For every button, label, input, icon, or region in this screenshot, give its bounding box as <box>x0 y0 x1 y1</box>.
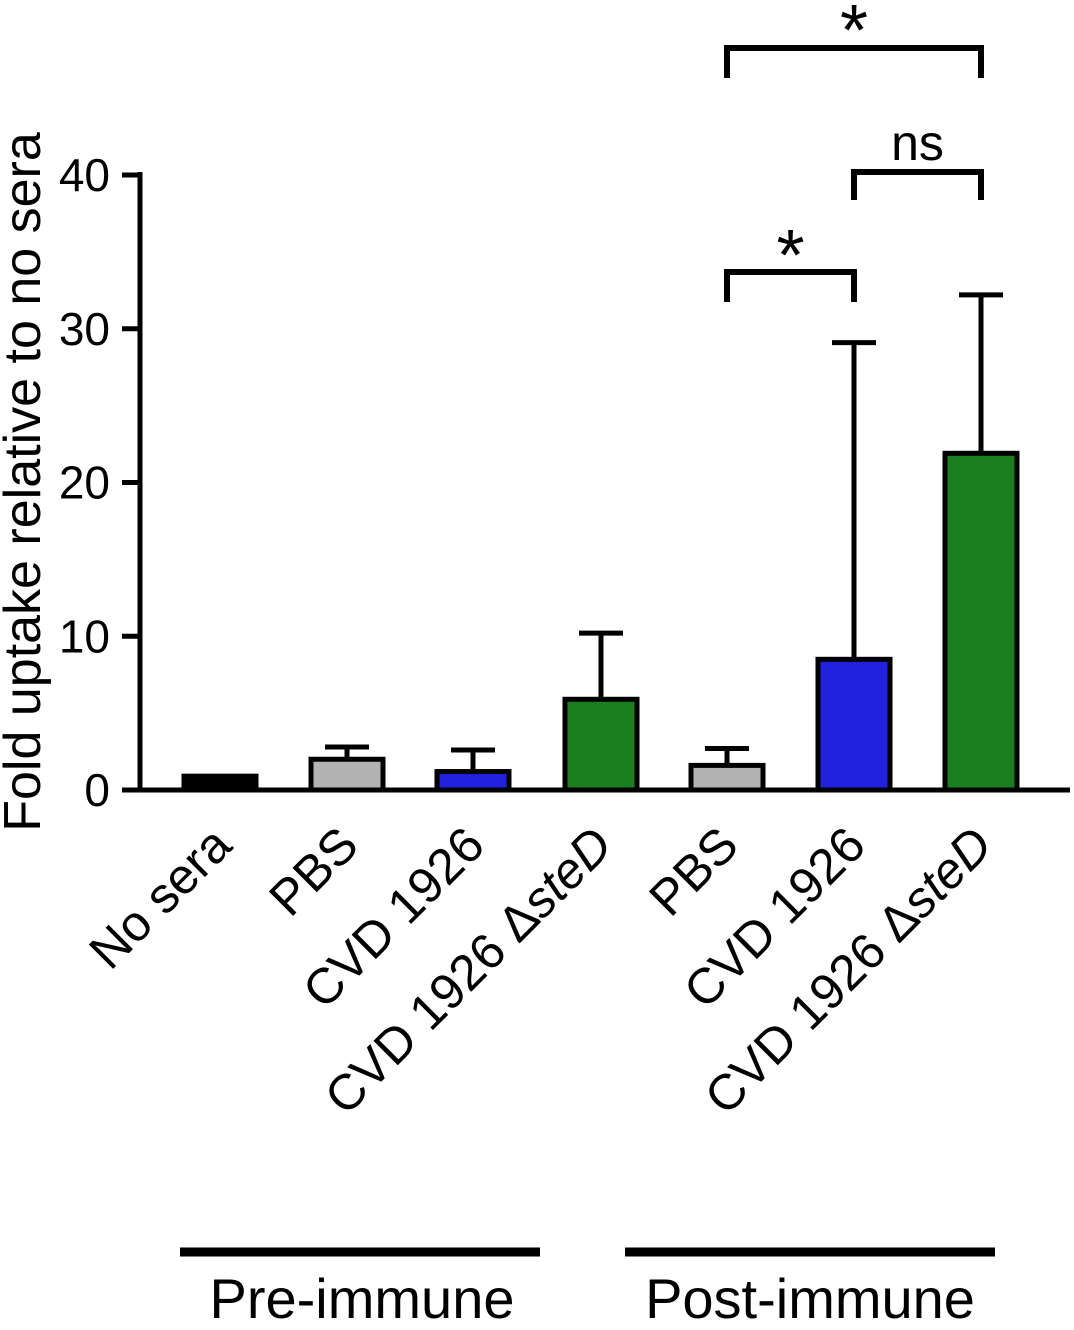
bar <box>688 762 766 793</box>
bar <box>181 773 259 793</box>
y-tick-label: 0 <box>84 764 110 816</box>
x-tick-label: PBS <box>638 816 748 926</box>
x-tick-label: PBS <box>258 816 368 926</box>
y-tick-label: 40 <box>59 149 110 201</box>
bar <box>562 696 640 793</box>
y-axis-title: Fold uptake relative to no sera <box>0 132 52 832</box>
significance-bracket <box>851 169 984 200</box>
group-label: Pre-immune <box>210 1267 515 1330</box>
significance-bracket <box>724 269 857 302</box>
group-label: Post-immune <box>645 1267 975 1330</box>
bar <box>434 769 512 793</box>
x-tick-label: No sera <box>78 816 242 980</box>
bar <box>942 450 1020 793</box>
y-tick-label: 20 <box>59 457 110 509</box>
bar <box>308 756 386 793</box>
significance-label: ns <box>891 115 944 171</box>
significance-label: * <box>776 216 804 296</box>
y-tick-label: 30 <box>59 303 110 355</box>
y-tick-label: 10 <box>59 610 110 662</box>
bar <box>815 656 893 793</box>
significance-label: * <box>840 0 868 71</box>
significance-bracket <box>724 45 984 78</box>
